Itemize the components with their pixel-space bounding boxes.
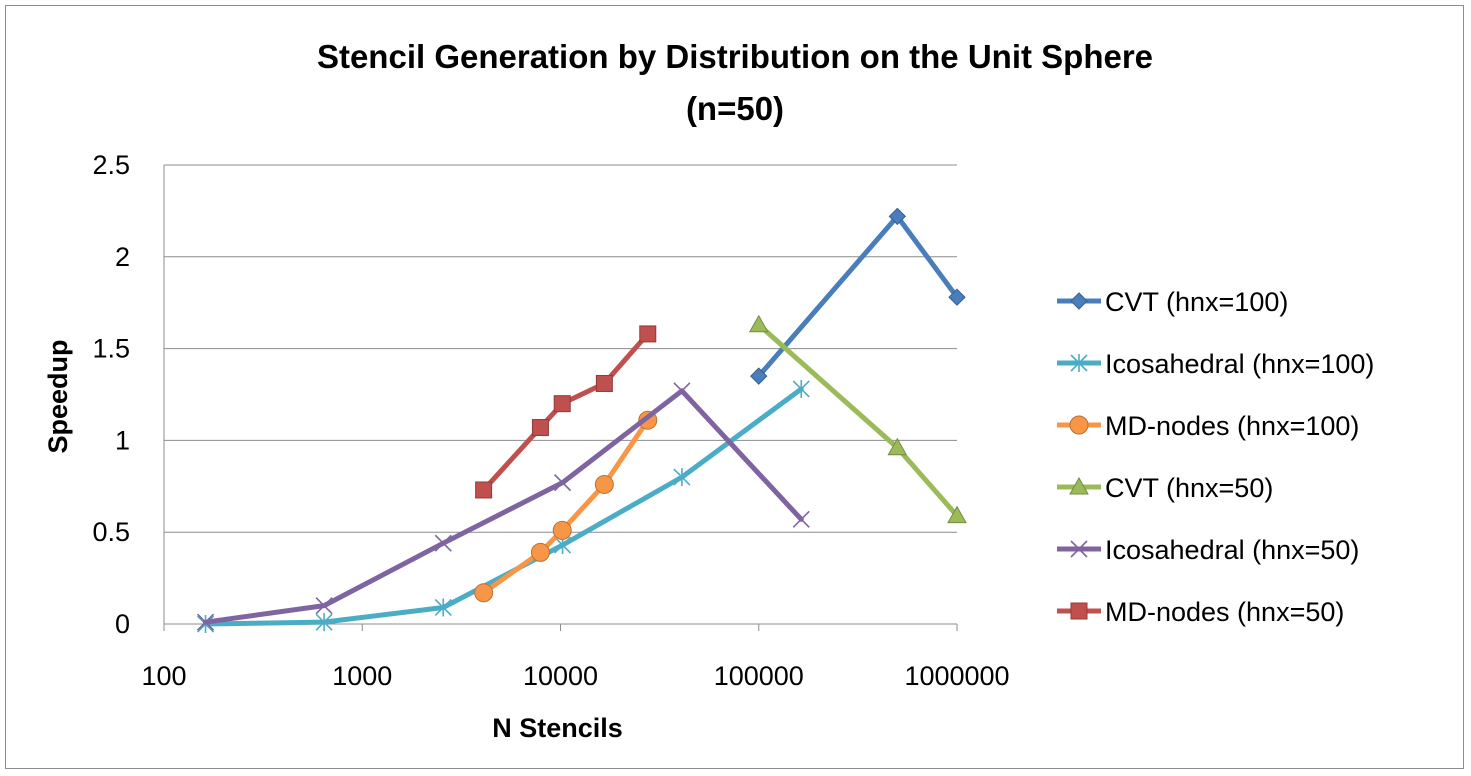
data-point bbox=[530, 542, 550, 562]
data-point bbox=[639, 325, 657, 343]
legend-entry: CVT (hnx=50) bbox=[1057, 473, 1273, 503]
x-tick-label: 1000 bbox=[332, 661, 392, 691]
legend-entry: Icosahedral (hnx=100) bbox=[1057, 349, 1374, 379]
data-point bbox=[315, 597, 333, 615]
legend-entry: Icosahedral (hnx=50) bbox=[1057, 535, 1359, 565]
x-axis-ticks: 100 1000 10000 100000 1000000 bbox=[141, 624, 1010, 691]
series-lines bbox=[196, 207, 967, 633]
data-point bbox=[750, 367, 768, 385]
y-tick-label: 0.5 bbox=[92, 517, 130, 547]
legend-marker bbox=[1070, 292, 1088, 310]
data-point bbox=[748, 314, 769, 333]
y-tick-label: 2 bbox=[115, 242, 130, 272]
legend-marker bbox=[1069, 476, 1089, 495]
legend: CVT (hnx=100) Icosahedral (hnx=100) MD-nod… bbox=[1057, 287, 1374, 627]
data-point bbox=[553, 395, 571, 413]
data-point bbox=[947, 505, 967, 524]
chart-frame bbox=[5, 5, 1464, 769]
x-tick-label: 10000 bbox=[523, 661, 598, 691]
data-point bbox=[594, 474, 614, 494]
data-point bbox=[474, 583, 494, 603]
data-point bbox=[888, 207, 907, 226]
series-1 bbox=[750, 207, 966, 385]
data-point bbox=[315, 613, 333, 632]
legend-label: Icosahedral (hnx=100) bbox=[1105, 349, 1374, 379]
data-point bbox=[673, 382, 691, 400]
series-6 bbox=[475, 325, 657, 499]
y-tick-label: 2.5 bbox=[92, 150, 130, 180]
data-point bbox=[196, 613, 215, 631]
legend-entry: CVT (hnx=100) bbox=[1057, 287, 1288, 317]
x-tick-label: 100 bbox=[141, 661, 186, 691]
data-point bbox=[531, 419, 549, 437]
y-tick-label: 0 bbox=[115, 609, 130, 639]
data-point bbox=[475, 481, 493, 499]
legend-entry: MD-nodes (hnx=100) bbox=[1057, 411, 1359, 441]
chart-title-line2: (n=50) bbox=[686, 90, 784, 127]
y-tick-label: 1 bbox=[115, 425, 130, 455]
x-axis-title: N Stencils bbox=[492, 713, 623, 743]
y-axis-ticks: 0 0.5 1 1.5 2 2.5 bbox=[92, 150, 130, 639]
y-axis-title: Speedup bbox=[43, 339, 73, 453]
legend-marker bbox=[1069, 415, 1089, 435]
x-tick-label: 1000000 bbox=[904, 661, 1009, 691]
series-4 bbox=[748, 314, 967, 524]
legend-marker bbox=[1070, 354, 1088, 372]
data-point bbox=[887, 437, 908, 456]
data-point bbox=[792, 510, 810, 528]
data-point bbox=[434, 534, 452, 552]
data-point bbox=[552, 520, 572, 540]
series-5 bbox=[196, 382, 810, 631]
series-line bbox=[203, 388, 804, 625]
legend-label: MD-nodes (hnx=50) bbox=[1105, 597, 1344, 627]
data-point bbox=[553, 474, 572, 492]
series-3 bbox=[474, 410, 658, 603]
data-point bbox=[673, 468, 691, 487]
legend-label: CVT (hnx=50) bbox=[1105, 473, 1273, 503]
data-point bbox=[595, 374, 613, 392]
legend-entry: MD-nodes (hnx=50) bbox=[1057, 597, 1344, 627]
data-point bbox=[948, 288, 966, 306]
data-point bbox=[792, 379, 810, 398]
series-line bbox=[756, 322, 960, 519]
legend-label: Icosahedral (hnx=50) bbox=[1105, 535, 1359, 565]
x-tick-label: 100000 bbox=[714, 661, 804, 691]
data-point bbox=[434, 598, 452, 617]
legend-marker bbox=[1070, 602, 1088, 620]
series-line bbox=[481, 417, 651, 596]
chart-title-line1: Stencil Generation by Distribution on th… bbox=[317, 38, 1153, 75]
series-2 bbox=[196, 379, 810, 633]
legend-marker bbox=[1070, 540, 1088, 558]
legend-label: CVT (hnx=100) bbox=[1105, 287, 1288, 317]
y-tick-label: 1.5 bbox=[92, 334, 130, 364]
legend-label: MD-nodes (hnx=100) bbox=[1105, 411, 1359, 441]
